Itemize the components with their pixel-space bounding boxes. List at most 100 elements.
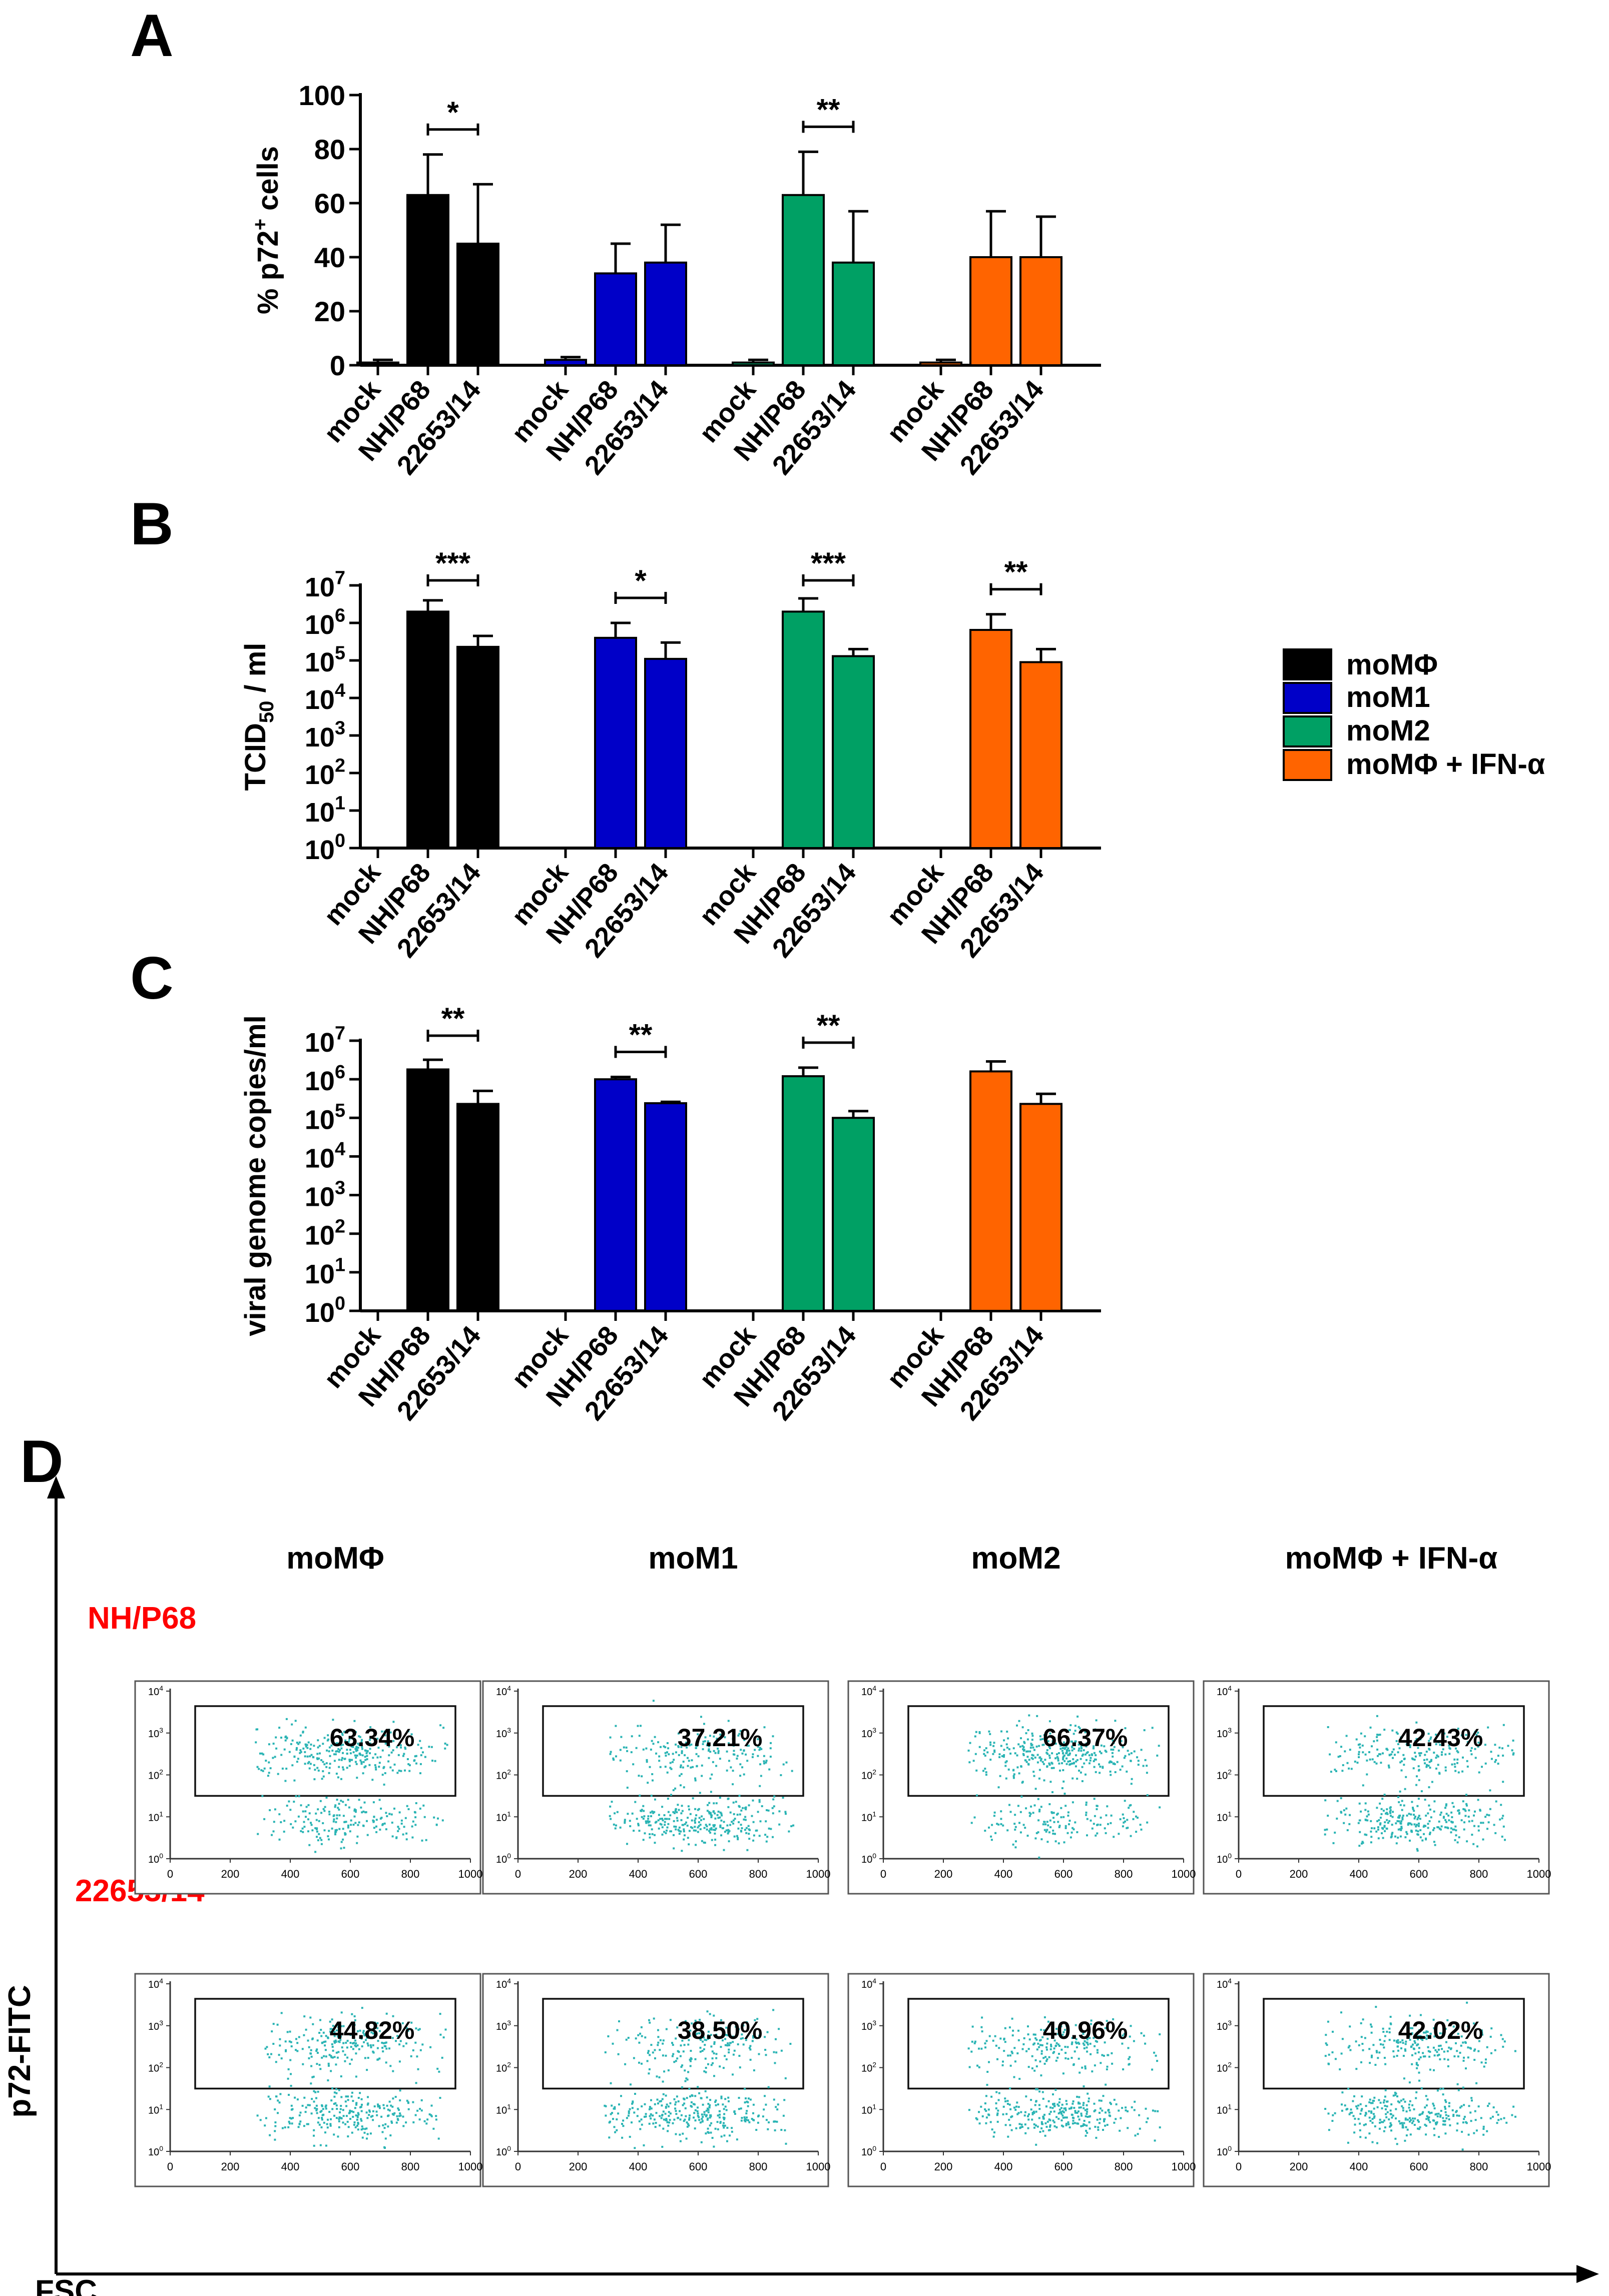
y-tick-label: 60 [314, 188, 345, 219]
bar [594, 1078, 637, 1312]
flow-dots [1324, 1715, 1515, 1852]
flow-x-tick-label: 0 [880, 1868, 886, 1880]
flow-dots [1324, 2001, 1516, 2151]
panel-label-a: A [130, 2, 174, 69]
flow-y-tick-label: 101 [148, 1810, 163, 1823]
bar [782, 1075, 825, 1312]
flow-x-tick-label: 400 [629, 1868, 648, 1880]
bar [919, 361, 962, 366]
flow-x-tick-label: 1000 [1527, 1868, 1551, 1880]
flow-plot: 0 200 400 600 800 1000 100 101 102 103 104 37.21% [482, 1680, 830, 1895]
legend-label-1: moM1 [1346, 681, 1430, 713]
flow-y-tick-label: 102 [861, 1768, 876, 1782]
flow-gate-percentage: 38.50% [678, 2016, 763, 2044]
flow-x-tick-label: 200 [1290, 2160, 1308, 2173]
flow-dots [967, 1714, 1161, 1859]
flow-gate [1263, 1998, 1525, 2090]
bar [406, 194, 449, 366]
flow-gate [1263, 1705, 1525, 1797]
flow-y-tick-label: 102 [148, 2061, 163, 2074]
flow-x-tick-label: 400 [1350, 1868, 1368, 1880]
flow-x-tick-label: 400 [629, 2160, 648, 2173]
y-tick-label: 0 [330, 350, 345, 381]
flow-plot-frame [134, 1680, 481, 1895]
flow-y-tick-label: 103 [496, 2019, 511, 2032]
y-tick-label: 80 [314, 134, 345, 165]
flow-x-tick-label: 0 [1236, 1868, 1242, 1880]
flow-x-tick-label: 200 [934, 1868, 953, 1880]
flow-y-tick-label: 101 [148, 2102, 163, 2116]
flow-col-title-0: moMΦ [286, 1541, 384, 1576]
bar [1019, 256, 1062, 366]
flow-x-tick-label: 800 [749, 2160, 768, 2173]
flow-col-title-3: moMΦ + IFN-α [1285, 1541, 1498, 1576]
bar [969, 629, 1012, 849]
flow-x-tick-label: 600 [689, 1868, 708, 1880]
bar [356, 361, 399, 366]
flow-y-tick-label: 104 [1217, 1977, 1232, 1990]
flow-y-tick-label: 101 [861, 1810, 876, 1823]
significance-label: ** [817, 1009, 840, 1042]
bar [969, 256, 1012, 366]
significance-label: * [635, 564, 647, 597]
bar [456, 1103, 499, 1312]
y-tick-label: 106 [305, 1062, 345, 1096]
flow-dots [256, 2007, 447, 2149]
legend: moMΦ moM1 moM2 moMΦ + IFN-α [1283, 648, 1545, 781]
flow-x-tick-label: 1000 [1172, 2160, 1196, 2173]
y-tick-label: 40 [314, 242, 345, 273]
flow-y-tick-label: 100 [1217, 2144, 1232, 2158]
flow-y-tick-label: 103 [148, 1726, 163, 1740]
panel-label-b: B [130, 490, 174, 557]
flow-x-tick-label: 0 [167, 1868, 173, 1880]
legend-label-3: moMΦ + IFN-α [1346, 748, 1545, 781]
bar [456, 645, 499, 849]
flow-x-tick-label: 0 [515, 2160, 521, 2173]
y-tick-label: 102 [305, 755, 345, 790]
flow-plot: 0 200 400 600 800 1000 100 101 102 103 104 38.50% [482, 1973, 830, 2187]
flow-gate-percentage: 63.34% [330, 1724, 415, 1752]
flow-y-tick-label: 100 [148, 1852, 163, 1865]
significance-label: ** [1004, 555, 1028, 589]
flow-y-tick-label: 100 [861, 2144, 876, 2158]
significance-label: * [447, 96, 459, 129]
flow-y-tick-label: 103 [148, 2019, 163, 2032]
bar [832, 261, 875, 366]
significance-label: *** [811, 546, 846, 580]
significance-label: ** [441, 1002, 465, 1035]
bar [832, 655, 875, 849]
significance-label: ** [629, 1018, 653, 1051]
bar [406, 1068, 449, 1312]
y-tick-label: 101 [305, 1255, 345, 1289]
significance-label: *** [435, 546, 471, 580]
flow-x-tick-label: 0 [1236, 2160, 1242, 2173]
flow-x-tick-label: 600 [341, 2160, 360, 2173]
flow-y-tick-label: 101 [496, 2102, 511, 2116]
y-tick-label: 107 [305, 568, 345, 602]
flow-x-tick-label: 600 [1054, 2160, 1073, 2173]
flow-gate-percentage: 42.02% [1398, 2016, 1483, 2044]
legend-label-2: moM2 [1346, 714, 1430, 747]
flow-y-tick-label: 102 [861, 2061, 876, 2074]
flow-x-tick-label: 600 [341, 1868, 360, 1880]
y-tick-label: 103 [305, 1177, 345, 1212]
flow-plot-frame [847, 1680, 1195, 1895]
flow-x-tick-label: 1000 [458, 1868, 483, 1880]
flow-x-tick-label: 600 [1410, 2160, 1428, 2173]
y-tick-label: 103 [305, 718, 345, 752]
bar [1019, 1103, 1062, 1312]
bar [594, 272, 637, 367]
flow-col-title-2: moM2 [971, 1541, 1060, 1576]
flow-x-tick-label: 600 [1410, 1868, 1428, 1880]
flow-x-tick-label: 200 [221, 2160, 240, 2173]
flow-plot: 0 200 400 600 800 1000 100 101 102 103 104 66.37% [847, 1680, 1196, 1895]
flow-gate-percentage: 37.21% [678, 1724, 763, 1752]
flow-y-tick-label: 104 [496, 1977, 511, 1990]
chart-panel-c: 100 101 102 103 104 105 106 107 viral genome cop… [239, 1002, 1101, 1426]
flow-plot-frame [482, 1680, 829, 1895]
flow-plot: 0 200 400 600 800 1000 100 101 102 103 104 44.82% [134, 1973, 482, 2187]
